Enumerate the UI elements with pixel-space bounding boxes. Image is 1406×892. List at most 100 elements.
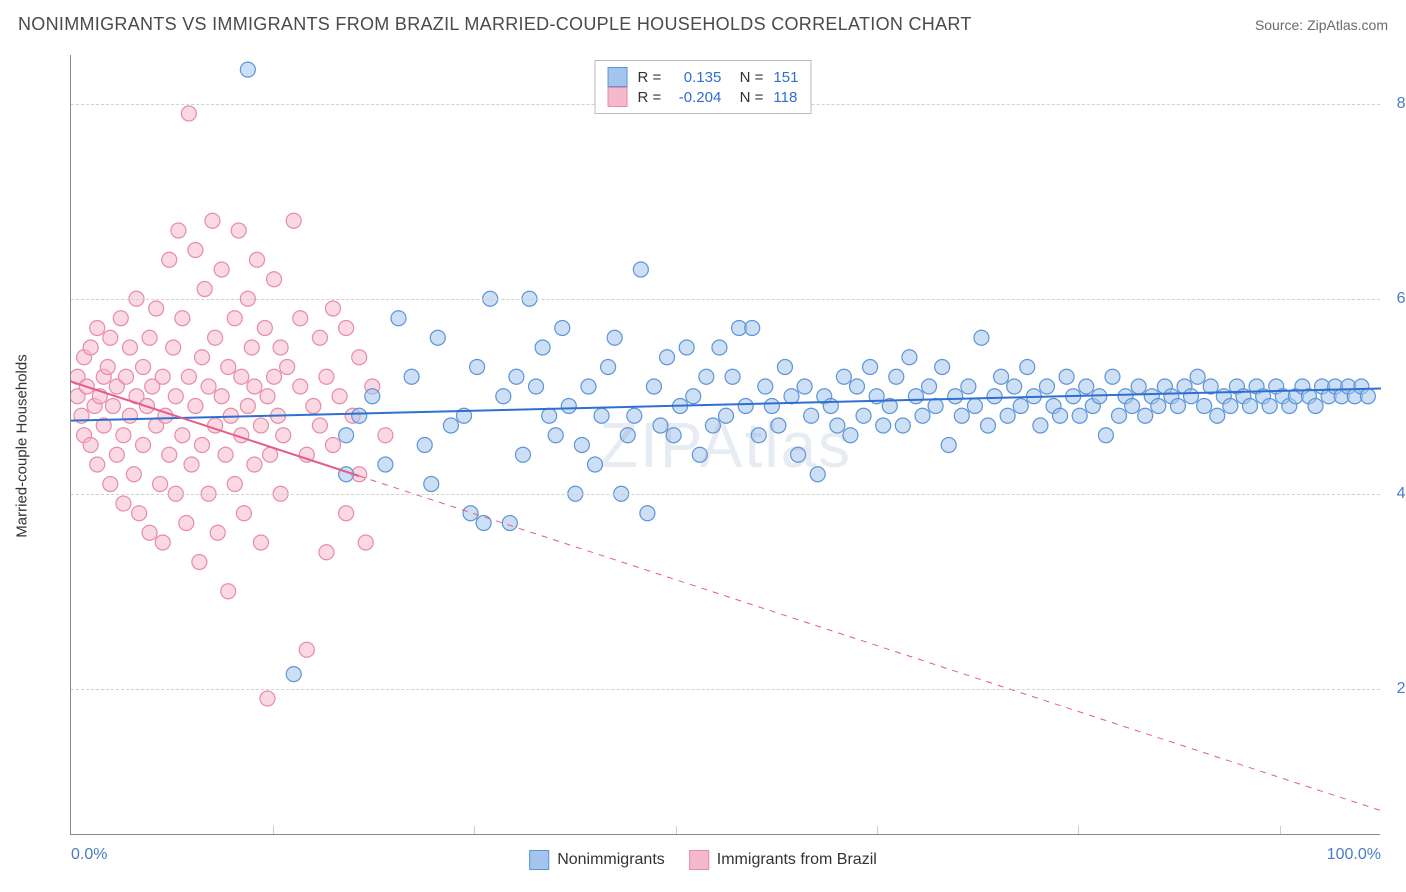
scatter-point (646, 379, 661, 394)
scatter-point (122, 408, 137, 423)
scatter-point (1223, 399, 1238, 414)
scatter-point (306, 399, 321, 414)
scatter-point (136, 360, 151, 375)
scatter-point (273, 340, 288, 355)
source-attribution: Source: ZipAtlas.com (1255, 17, 1388, 33)
scatter-point (850, 379, 865, 394)
scatter-point (404, 369, 419, 384)
scatter-point (745, 321, 760, 336)
scatter-point (699, 369, 714, 384)
scatter-point (195, 438, 210, 453)
scatter-point (1013, 399, 1028, 414)
scatter-point (214, 389, 229, 404)
scatter-point (588, 457, 603, 472)
x-tick-minor (877, 826, 878, 834)
scatter-point (666, 428, 681, 443)
scatter-point (515, 447, 530, 462)
scatter-point (312, 418, 327, 433)
scatter-point (601, 360, 616, 375)
scatter-point (257, 321, 272, 336)
scatter-point (705, 418, 720, 433)
scatter-point (974, 330, 989, 345)
scatter-svg (71, 55, 1381, 835)
scatter-point (476, 516, 491, 531)
scatter-point (915, 408, 930, 423)
scatter-point (339, 506, 354, 521)
stats-row-nonimmigrants: R = 0.135 N = 151 (608, 67, 799, 87)
scatter-point (162, 447, 177, 462)
scatter-point (830, 418, 845, 433)
legend-item-immigrants: Immigrants from Brazil (689, 850, 877, 870)
scatter-point (856, 408, 871, 423)
scatter-point (197, 282, 212, 297)
scatter-point (771, 418, 786, 433)
scatter-point (1000, 408, 1015, 423)
scatter-point (184, 457, 199, 472)
scatter-point (777, 360, 792, 375)
scatter-point (941, 438, 956, 453)
scatter-point (633, 262, 648, 277)
scatter-point (1131, 379, 1146, 394)
scatter-point (293, 379, 308, 394)
scatter-point (293, 311, 308, 326)
x-tick-minor (474, 826, 475, 834)
scatter-point (863, 360, 878, 375)
scatter-point (935, 360, 950, 375)
scatter-point (166, 340, 181, 355)
scatter-point (823, 399, 838, 414)
scatter-point (679, 340, 694, 355)
scatter-point (181, 106, 196, 121)
y-tick-label: 40.0% (1397, 485, 1406, 503)
scatter-point (267, 272, 282, 287)
scatter-point (122, 340, 137, 355)
scatter-point (758, 379, 773, 394)
x-tick-label: 0.0% (71, 846, 107, 864)
scatter-point (113, 311, 128, 326)
chart-container: NONIMMIGRANTS VS IMMIGRANTS FROM BRAZIL … (0, 0, 1406, 892)
scatter-point (247, 379, 262, 394)
scatter-point (463, 506, 478, 521)
scatter-point (535, 340, 550, 355)
x-tick-minor (1078, 826, 1079, 834)
scatter-point (1151, 399, 1166, 414)
scatter-point (210, 525, 225, 540)
scatter-point (764, 399, 779, 414)
r-value-nonimmigrants: 0.135 (671, 69, 721, 86)
scatter-point (116, 496, 131, 511)
scatter-point (240, 399, 255, 414)
scatter-point (738, 399, 753, 414)
scatter-point (175, 311, 190, 326)
scatter-point (686, 389, 701, 404)
scatter-point (502, 516, 517, 531)
legend-label-nonimmigrants: Nonimmigrants (557, 851, 665, 869)
scatter-point (1053, 408, 1068, 423)
y-tick-label: 80.0% (1397, 95, 1406, 113)
scatter-point (1059, 369, 1074, 384)
r-label: R = (638, 89, 662, 106)
series-legend: Nonimmigrants Immigrants from Brazil (529, 850, 877, 870)
scatter-point (149, 301, 164, 316)
scatter-point (188, 399, 203, 414)
scatter-point (214, 262, 229, 277)
scatter-point (1308, 399, 1323, 414)
scatter-point (83, 438, 98, 453)
scatter-point (208, 330, 223, 345)
scatter-point (660, 350, 675, 365)
scatter-point (1184, 389, 1199, 404)
scatter-point (179, 516, 194, 531)
swatch-immigrants (608, 87, 628, 107)
scatter-point (430, 330, 445, 345)
n-value-nonimmigrants: 151 (773, 69, 798, 86)
scatter-point (889, 369, 904, 384)
scatter-point (948, 389, 963, 404)
scatter-point (339, 428, 354, 443)
n-value-immigrants: 118 (773, 89, 797, 106)
scatter-point (136, 438, 151, 453)
scatter-point (627, 408, 642, 423)
scatter-point (561, 399, 576, 414)
legend-label-immigrants: Immigrants from Brazil (717, 851, 877, 869)
scatter-point (653, 418, 668, 433)
swatch-nonimmigrants (608, 67, 628, 87)
scatter-point (712, 340, 727, 355)
scatter-point (1020, 360, 1035, 375)
